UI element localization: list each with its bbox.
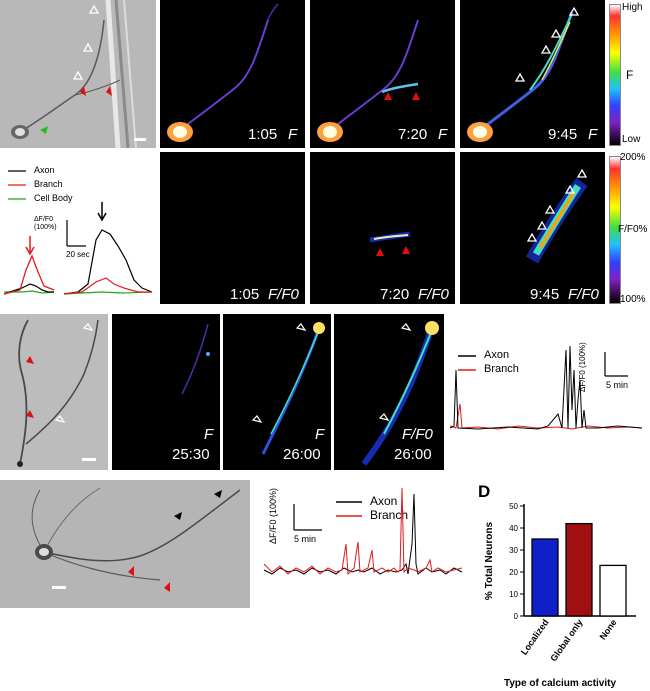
panel-b-legend-axon: Axon xyxy=(484,349,510,361)
trace-a1-cellbody xyxy=(4,290,55,294)
panel-a-legend-lines xyxy=(8,170,26,200)
frame-label: F/F0 xyxy=(268,286,299,303)
panel-a-ratio-frame-3: 9:45 F/F0 xyxy=(460,152,605,304)
panel-a-ratio-frame-2: 7:20 F/F0 xyxy=(310,152,455,304)
frame-time: 1:05 xyxy=(230,286,260,303)
panel-b-phase-image xyxy=(0,314,108,470)
trace-a1-axon xyxy=(3,283,54,295)
x-tick-label: Global only xyxy=(548,617,584,663)
x-tick-label: None xyxy=(598,617,619,641)
frame-label: F/F0 xyxy=(402,426,433,443)
panel-c-legend-axon: Axon xyxy=(370,494,398,508)
panel-a-scale-bar xyxy=(66,220,86,247)
frame-time: 1:05 xyxy=(248,126,278,143)
panel-a-scale-y: ΔF/F0 (100%) xyxy=(34,216,57,231)
trace-a1-branch xyxy=(3,254,55,295)
panel-c-legend-branch: Branch xyxy=(370,508,409,522)
panel-c-scale-x: 5 min xyxy=(294,534,317,544)
x-axis-label: Type of calcium activity xyxy=(504,678,617,689)
panel-b-scale-x: 5 min xyxy=(606,380,629,390)
frame-time: 26:00 xyxy=(283,446,321,463)
panel-d-letter: D xyxy=(478,482,491,501)
frame-label: F xyxy=(204,426,214,443)
colorbar-bottom xyxy=(609,156,621,304)
y-tick-label: 20 xyxy=(509,568,518,577)
y-axis-label: % Total Neurons xyxy=(484,521,495,600)
legend-branch: Branch xyxy=(34,179,63,189)
frame-time: 25:30 xyxy=(172,446,210,463)
bar-global-only xyxy=(565,522,593,617)
panel-c-scale-bar xyxy=(293,504,322,531)
trace-b-branch xyxy=(449,403,643,430)
frame-time: 26:00 xyxy=(394,446,432,463)
panel-c-legend-lines xyxy=(336,501,362,517)
frame-time: 7:20 xyxy=(398,126,428,143)
y-tick-label: 10 xyxy=(509,590,518,599)
frame-label: F xyxy=(315,426,325,443)
legend-axon: Axon xyxy=(34,165,55,175)
frame-label: F xyxy=(438,126,448,143)
frame-time: 7:20 xyxy=(380,286,410,303)
arrow-black xyxy=(97,202,107,222)
colorbar-bottom-mid: F/F0% xyxy=(618,224,648,235)
arrow-red xyxy=(25,236,35,256)
panel-a-frame-3: 9:45 F xyxy=(460,0,605,148)
panel-a-ratio-frame-1: 1:05 F/F0 xyxy=(160,152,305,304)
panel-b-frame-2: F 26:00 xyxy=(223,314,331,470)
frame-time: 9:45 xyxy=(530,286,560,303)
bar-none xyxy=(599,564,627,617)
legend-cell-body: Cell Body xyxy=(34,193,73,203)
y-tick-label: 40 xyxy=(509,524,518,533)
trace-a2-axon xyxy=(63,229,153,295)
frame-label: F/F0 xyxy=(568,286,599,303)
panel-b-frame-3: F/F0 26:00 xyxy=(334,314,444,470)
panel-a-phase-image xyxy=(0,0,156,148)
trace-a2-branch xyxy=(63,277,152,295)
frame-label: F/F0 xyxy=(418,286,449,303)
y-tick-label: 50 xyxy=(509,502,518,511)
colorbar-top-high: High xyxy=(622,2,643,13)
y-tick-label: 0 xyxy=(514,612,519,621)
panel-a-scale-x: 20 sec xyxy=(66,250,90,259)
panel-b-traces xyxy=(449,345,643,430)
panel-a-frame-1: 1:05 F xyxy=(160,0,305,148)
panel-c-traces xyxy=(263,487,463,576)
trace-c-branch xyxy=(263,487,463,576)
x-tick-label: Localized xyxy=(519,617,551,656)
bar-localized xyxy=(531,538,559,617)
panel-b-frame-1: F 25:30 xyxy=(112,314,220,470)
colorbar-top-mid: F xyxy=(626,68,634,82)
frame-time: 9:45 xyxy=(548,126,578,143)
y-tick-label: 30 xyxy=(509,546,518,555)
colorbar-bottom-low: 100% xyxy=(620,294,646,305)
trace-c-axon xyxy=(263,493,463,575)
panel-b-scale-bar xyxy=(604,352,628,377)
frame-label: F xyxy=(588,126,598,143)
panel-b-legend-lines xyxy=(458,355,476,371)
colorbar-bottom-high: 200% xyxy=(620,152,646,163)
frame-label: F xyxy=(288,126,298,143)
colorbar-top xyxy=(609,4,621,146)
panel-a-traces xyxy=(3,202,153,295)
panel-a-frame-2: 7:20 F xyxy=(310,0,455,148)
panel-b-legend-branch: Branch xyxy=(484,363,519,375)
trace-b-axon xyxy=(449,345,643,430)
colorbar-top-low: Low xyxy=(622,134,641,145)
trace-a2-cellbody xyxy=(63,291,153,295)
panel-c-phase-image xyxy=(0,480,250,608)
